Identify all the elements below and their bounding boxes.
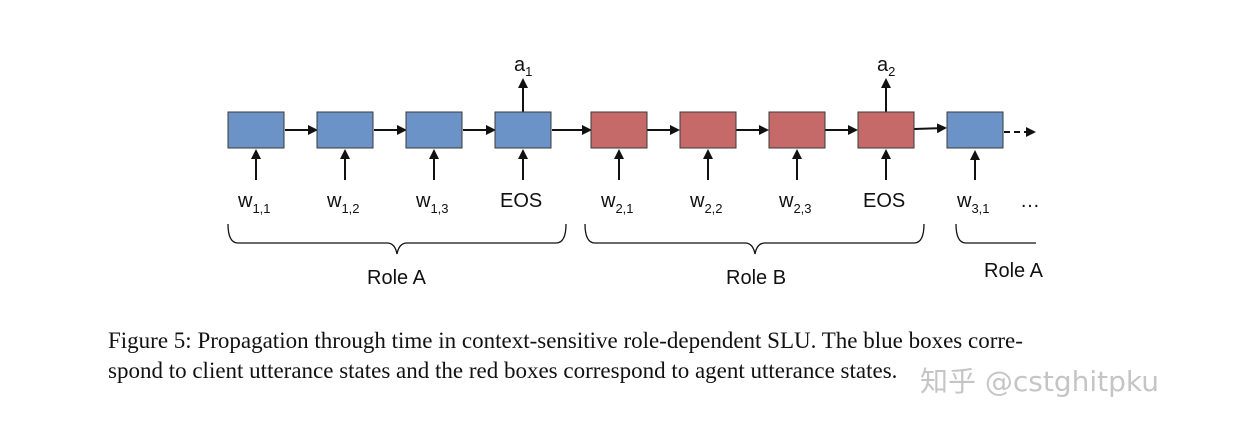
role-a2-brace [955, 223, 1036, 244]
ellipsis: … [1020, 190, 1040, 212]
agent-state-box [857, 111, 915, 149]
agent-state-box [590, 111, 648, 149]
agent-state-box [679, 111, 737, 149]
role-braces [227, 223, 1036, 255]
chain-arrows [285, 123, 1036, 137]
input-label: w1,3 [415, 190, 449, 216]
input-label: w2,2 [689, 190, 723, 216]
input-label: w3,1 [956, 190, 990, 216]
chain-arrow [913, 123, 947, 134]
client-state-box [494, 111, 552, 149]
figure-caption: Figure 5: Propagation through time in co… [108, 326, 1188, 386]
output-label-a2: a2 [877, 54, 895, 79]
role-label-b: Role B [726, 267, 786, 289]
client-state-box [316, 111, 374, 149]
input-label: w2,1 [600, 190, 634, 216]
agent-state-box [768, 111, 826, 149]
input-label: w2,3 [778, 190, 812, 216]
input-arrows [251, 149, 980, 180]
caption-line: Figure 5: Propagation through time in co… [108, 328, 1023, 353]
role-a-brace [227, 223, 567, 255]
client-state-box [946, 111, 1004, 149]
client-state-box [227, 111, 285, 149]
role-label-a2: Role A [984, 260, 1044, 282]
output-label-a1: a1 [514, 54, 532, 79]
watermark: 知乎 @cstghitpku [920, 365, 1160, 398]
input-label: w1,2 [326, 190, 360, 216]
state-boxes [227, 111, 1004, 149]
input-label-eos: EOS [500, 190, 542, 212]
role-b-brace [584, 223, 925, 255]
input-label-eos: EOS [863, 190, 905, 212]
caption-line: spond to client utterance states and the… [108, 358, 898, 383]
input-labels: w1,1 w1,2 w1,3 EOS w2,1 w2,2 w2,3 EOS w3… [237, 190, 1040, 216]
input-label: w1,1 [237, 190, 271, 216]
client-state-box [405, 111, 463, 149]
role-label-a: Role A [367, 267, 427, 289]
